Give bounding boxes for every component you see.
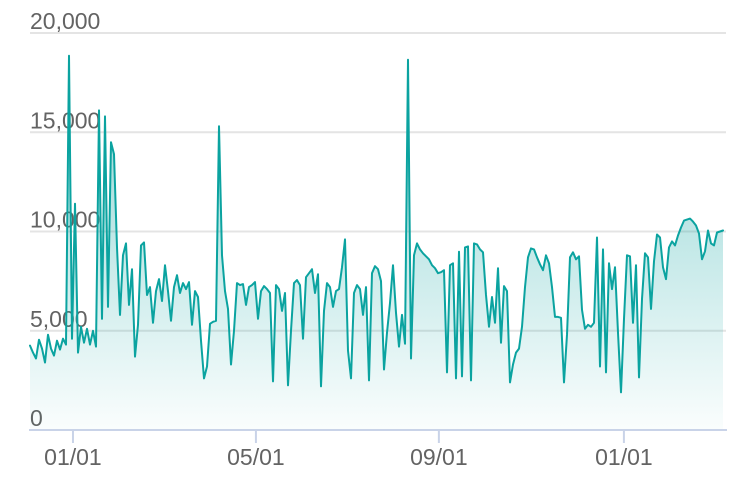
series-line bbox=[29, 54, 724, 394]
x-axis-ticks bbox=[71, 430, 625, 443]
series-area-fill bbox=[30, 55, 723, 431]
x-axis-label: 09/01 bbox=[410, 444, 468, 470]
y-axis-label: 15,000 bbox=[30, 107, 100, 133]
y-axis-label: 10,000 bbox=[30, 207, 100, 233]
y-axis-label: 20,000 bbox=[30, 8, 100, 34]
x-axis-label: 01/01 bbox=[595, 444, 653, 470]
x-axis-label: 01/01 bbox=[44, 444, 102, 470]
x-axis-label: 05/01 bbox=[227, 444, 285, 470]
y-axis-label: 5,000 bbox=[30, 306, 88, 332]
x-axis-labels: 01/01 05/01 09/01 01/01 bbox=[44, 444, 652, 470]
